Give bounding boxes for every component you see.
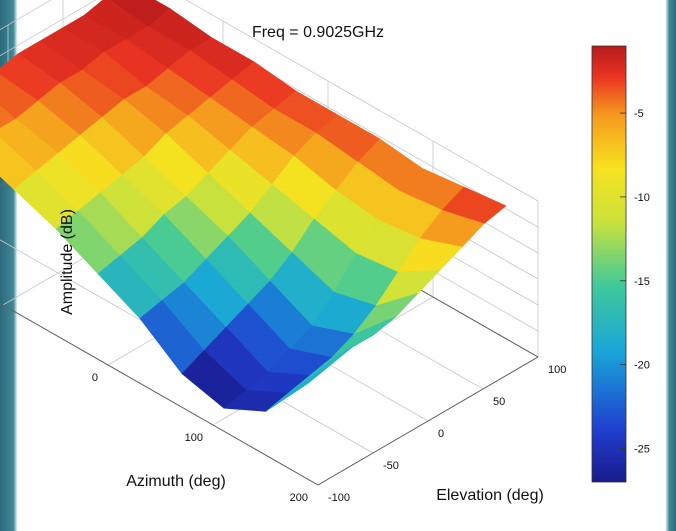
y-tick-label: 0 <box>438 428 444 440</box>
y-tick-label: 100 <box>548 364 566 376</box>
colorbar-ticks: -5 -10 -15 -20 -25 <box>620 108 650 455</box>
y-tick-label: -100 <box>328 492 350 504</box>
x-tick-label: 200 <box>290 492 308 504</box>
chart-title: Freq = 0.9025GHz <box>252 24 384 41</box>
y-axis-label: Elevation (deg) <box>436 487 544 504</box>
axes-ticks: 0-5-10-15-20-25-30-200-1000100200-100-50… <box>92 364 566 504</box>
surface-mesh <box>0 0 507 412</box>
x-axis-label: Azimuth (deg) <box>126 473 226 490</box>
x-tick-label: 0 <box>92 372 98 384</box>
surface-patch <box>265 365 331 412</box>
colorbar-tick-label: -15 <box>634 276 650 288</box>
box-edge <box>0 302 319 486</box>
box-edge <box>317 356 539 486</box>
z-axis-label: Amplitude (dB) <box>59 209 76 315</box>
y-tick-label: -50 <box>383 460 399 472</box>
y-tick-label: 50 <box>493 396 505 408</box>
x-tick-label: 100 <box>185 432 203 444</box>
colorbar-tick-label: -5 <box>634 108 644 120</box>
colorbar-tick-label: -25 <box>634 443 650 455</box>
colorbar-tick-label: -10 <box>634 192 650 204</box>
colorbar <box>591 45 627 483</box>
colorbar-tick-label: -20 <box>634 360 650 372</box>
